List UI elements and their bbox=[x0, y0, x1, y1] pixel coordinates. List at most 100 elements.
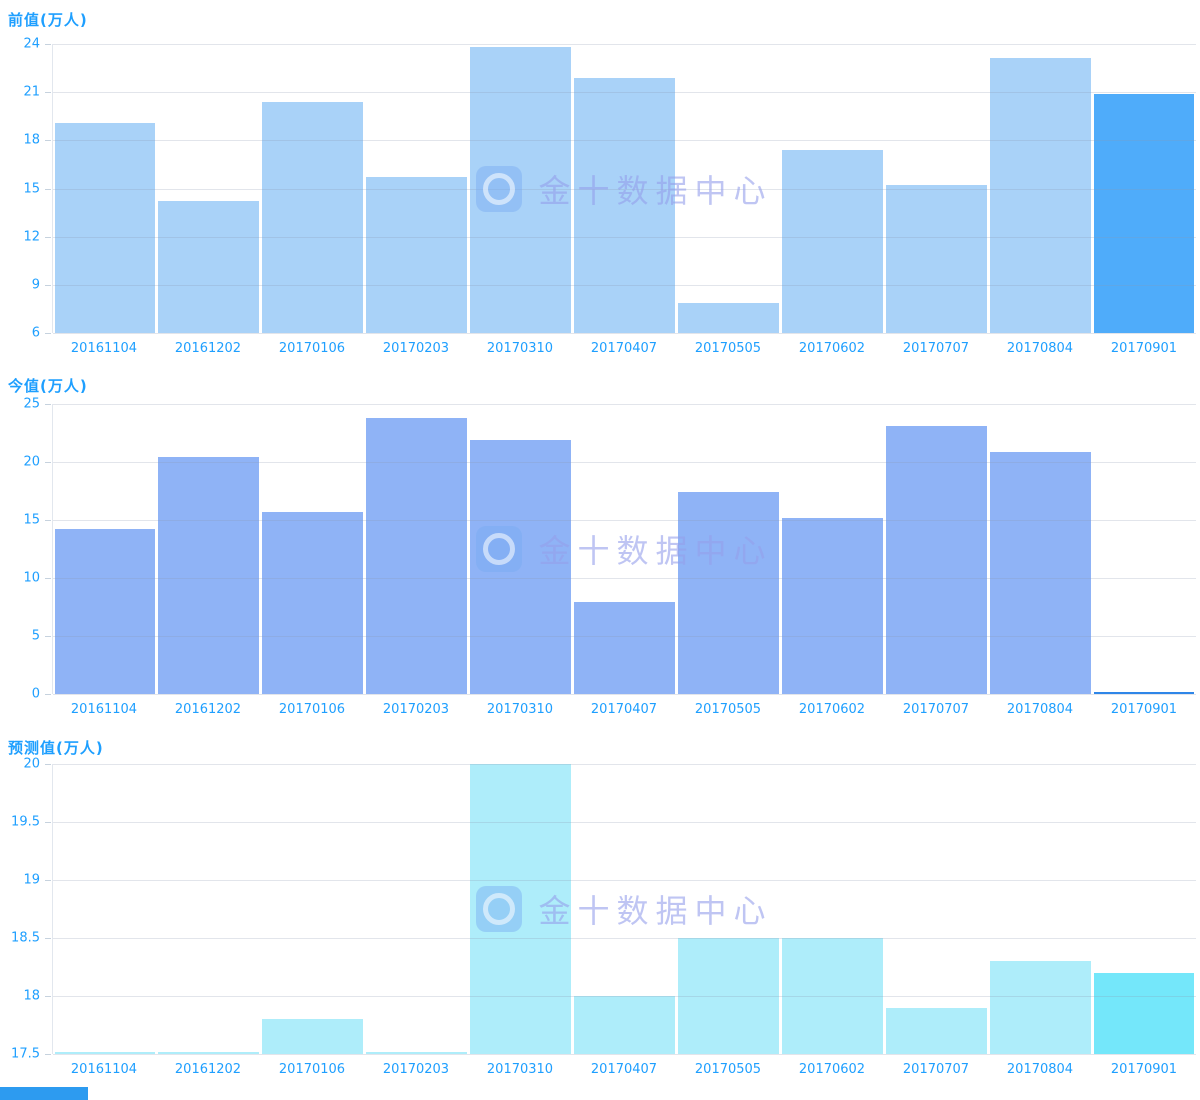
y-tick-mark bbox=[45, 520, 51, 521]
gridline bbox=[53, 333, 1196, 334]
bar-band bbox=[988, 764, 1092, 1054]
bar-20170901[interactable] bbox=[1093, 93, 1195, 333]
bar-20170310[interactable] bbox=[470, 47, 572, 333]
bar-20170407[interactable] bbox=[574, 602, 675, 694]
x-axis: 20161104 20161202 20170106 20170203 20170310… bbox=[52, 1062, 1196, 1077]
bar-band bbox=[53, 44, 157, 333]
y-tick-label: 20 bbox=[23, 756, 40, 772]
y-tick-label: 18 bbox=[23, 132, 40, 148]
chart-title: 今值(万人) bbox=[8, 377, 88, 395]
y-tick-label: 20 bbox=[23, 454, 40, 470]
x-tick-label: 20170505 bbox=[694, 702, 762, 717]
bar-band bbox=[988, 404, 1092, 694]
bar-20170407[interactable] bbox=[574, 77, 675, 333]
bar-band bbox=[676, 404, 780, 694]
bar-20170707[interactable] bbox=[885, 1007, 987, 1054]
y-tick-mark bbox=[45, 764, 51, 765]
x-tick-label: 20170901 bbox=[1110, 702, 1178, 717]
bar-20170203[interactable] bbox=[366, 417, 468, 694]
y-tick-label: 10 bbox=[23, 570, 40, 586]
gridline bbox=[53, 694, 1196, 695]
bar-20170106[interactable] bbox=[262, 1019, 364, 1054]
y-tick-label: 0 bbox=[31, 686, 40, 702]
bar-20161104[interactable] bbox=[54, 1052, 156, 1054]
x-tick-label: 20170106 bbox=[278, 1062, 346, 1077]
x-tick-label: 20161104 bbox=[70, 1062, 138, 1077]
y-tick-mark bbox=[45, 333, 51, 334]
x-tick-label: 20161202 bbox=[174, 702, 242, 717]
bar-band bbox=[573, 44, 677, 333]
y-tick-mark bbox=[45, 996, 51, 997]
bar-20170310[interactable] bbox=[470, 439, 572, 694]
x-tick-label: 20161202 bbox=[174, 1062, 242, 1077]
x-tick-label: 20170602 bbox=[798, 1062, 866, 1077]
y-tick-mark bbox=[45, 1054, 51, 1055]
y-tick-mark bbox=[45, 578, 51, 579]
bar-20170203[interactable] bbox=[366, 177, 468, 333]
y-tick-label: 19 bbox=[23, 872, 40, 888]
bars-layer bbox=[53, 404, 1196, 694]
bar-20170106[interactable] bbox=[262, 101, 364, 333]
plot-area: 金十数据中心 bbox=[52, 764, 1196, 1055]
chart-title: 前值(万人) bbox=[8, 11, 88, 29]
gridline bbox=[53, 1054, 1196, 1055]
x-tick-label: 20170505 bbox=[694, 341, 762, 356]
bar-band bbox=[469, 404, 573, 694]
bar-band bbox=[261, 764, 365, 1054]
chart-title: 预测值(万人) bbox=[8, 739, 104, 757]
x-tick-label: 20170602 bbox=[798, 702, 866, 717]
chart-previous-value: 前值(万人) 6 9 12 15 18 21 24 金十数据中心 20161104 20161… bbox=[0, 0, 1200, 366]
bar-20170602[interactable] bbox=[781, 517, 883, 694]
x-tick-label: 20170407 bbox=[590, 1062, 658, 1077]
y-tick-mark bbox=[45, 140, 51, 142]
x-tick-label: 20170407 bbox=[590, 702, 658, 717]
x-tick-label: 20170310 bbox=[486, 341, 554, 356]
x-tick-label: 20170203 bbox=[382, 1062, 450, 1077]
x-tick-label: 20170203 bbox=[382, 702, 450, 717]
bottom-left-partial-element bbox=[0, 1087, 88, 1100]
bar-band bbox=[780, 44, 884, 333]
bar-20170505[interactable] bbox=[677, 302, 779, 333]
bar-20170804[interactable] bbox=[989, 961, 1091, 1054]
bars-layer bbox=[53, 44, 1196, 333]
bar-20170203[interactable] bbox=[366, 1052, 468, 1054]
plot-area: 金十数据中心 bbox=[52, 44, 1196, 334]
x-tick-label: 20161104 bbox=[70, 702, 138, 717]
bar-band bbox=[157, 764, 261, 1054]
bar-20170804[interactable] bbox=[989, 58, 1091, 333]
bar-20161104[interactable] bbox=[54, 529, 156, 694]
y-tick-mark bbox=[45, 404, 51, 405]
bar-20170505[interactable] bbox=[677, 938, 779, 1054]
bar-20170602[interactable] bbox=[781, 149, 883, 333]
bar-20161202[interactable] bbox=[158, 201, 260, 333]
bar-20170707[interactable] bbox=[885, 185, 987, 333]
x-axis: 20161104 20161202 20170106 20170203 20170310… bbox=[52, 702, 1196, 717]
y-tick-label: 5 bbox=[31, 628, 40, 644]
x-tick-label: 20170203 bbox=[382, 341, 450, 356]
bar-20170505[interactable] bbox=[677, 492, 779, 694]
y-tick-mark bbox=[45, 462, 51, 463]
y-tick-mark bbox=[45, 188, 51, 190]
x-tick-label: 20170106 bbox=[278, 702, 346, 717]
bar-20170106[interactable] bbox=[262, 511, 364, 694]
y-tick-mark bbox=[45, 938, 51, 939]
y-tick-label: 12 bbox=[23, 229, 40, 245]
bar-band bbox=[1092, 764, 1196, 1054]
x-tick-label: 20170602 bbox=[798, 341, 866, 356]
bar-20170407[interactable] bbox=[574, 996, 675, 1054]
bar-20170901[interactable] bbox=[1093, 692, 1195, 694]
y-axis: 0 5 10 15 20 25 bbox=[0, 397, 52, 702]
bar-20161104[interactable] bbox=[54, 122, 156, 333]
bar-20161202[interactable] bbox=[158, 1052, 260, 1054]
x-tick-label: 20170707 bbox=[902, 1062, 970, 1077]
bar-20170707[interactable] bbox=[885, 426, 987, 694]
bar-20161202[interactable] bbox=[158, 457, 260, 694]
bar-20170901[interactable] bbox=[1093, 972, 1195, 1054]
x-tick-label: 20170707 bbox=[902, 341, 970, 356]
y-tick-mark bbox=[45, 694, 51, 695]
bar-20170804[interactable] bbox=[989, 451, 1091, 694]
bar-20170602[interactable] bbox=[781, 938, 883, 1054]
y-tick-label: 21 bbox=[23, 84, 40, 100]
x-tick-label: 20161104 bbox=[70, 341, 138, 356]
bar-20170310[interactable] bbox=[470, 764, 572, 1054]
